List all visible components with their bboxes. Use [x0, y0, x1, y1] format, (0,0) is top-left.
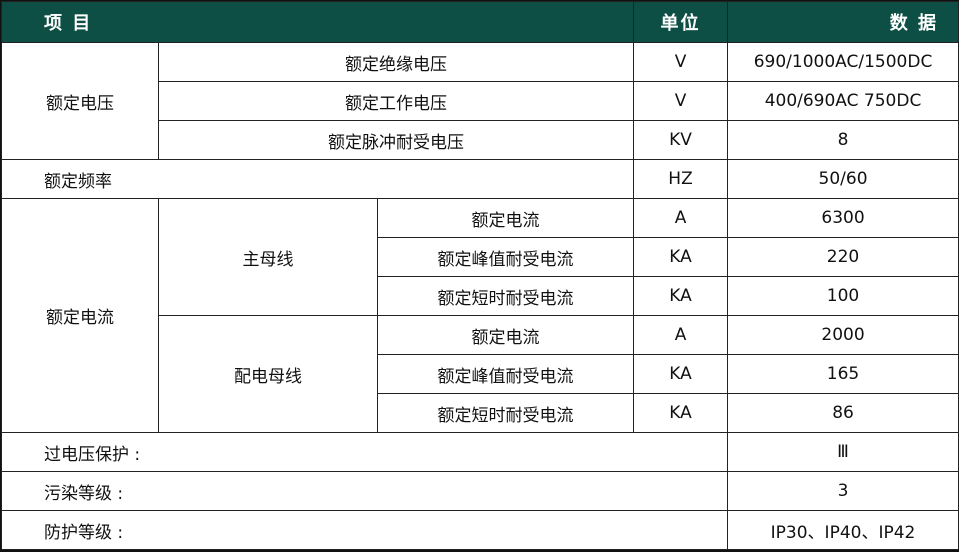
table-row: 额定峰值耐受电流 KA 220 — [2, 237, 959, 277]
misc-value: 3 — [727, 471, 959, 511]
header-data: 数 据 — [727, 1, 959, 43]
param-unit: A — [633, 198, 729, 238]
table-row: 额定短时耐受电流 KA 100 — [2, 276, 959, 316]
group-name: 配电母线 — [158, 315, 378, 433]
table-row: 额定峰值耐受电流 KA 165 — [2, 354, 959, 394]
frequency-label: 额定频率 — [0, 159, 635, 199]
param-unit: KA — [633, 276, 729, 316]
misc-label: 污染等级 : — [0, 471, 729, 511]
misc-value: IP30、IP40、IP42 — [727, 510, 959, 550]
table-row: 额定电压 额定绝缘电压 V 690/1000AC/1500DC — [1, 42, 959, 160]
table-row: 额定电流 主母线 额定电流 A 6300 — [1, 198, 959, 433]
header-row: 项 目 单位 数 据 — [0, 1, 959, 43]
voltage-label: 额定电压 — [1, 42, 159, 160]
param-name: 额定电流 — [376, 315, 635, 355]
param-value: 690/1000AC/1500DC — [727, 42, 959, 82]
param-value: 8 — [727, 120, 959, 160]
param-unit: V — [633, 42, 729, 82]
table-row: 配电母线 额定电流 A 2000 — [2, 315, 959, 433]
param-unit: KA — [633, 237, 729, 277]
header-item: 项 目 — [0, 1, 635, 43]
misc-label: 过电压保护 : — [0, 432, 729, 472]
param-value: 2000 — [727, 315, 959, 355]
param-value: 400/690AC 750DC — [727, 81, 959, 121]
param-value: 86 — [727, 393, 959, 433]
param-name: 额定短时耐受电流 — [376, 393, 635, 433]
table-row: 过电压保护 : Ⅲ — [0, 432, 959, 472]
param-value: 220 — [727, 237, 959, 277]
table-row: 额定短时耐受电流 KA 86 — [2, 393, 959, 433]
param-name: 额定绝缘电压 — [157, 42, 635, 82]
misc-value: Ⅲ — [727, 432, 959, 472]
misc-label: 防护等级 : — [0, 510, 729, 550]
header-unit: 单位 — [633, 1, 729, 43]
param-name: 额定工作电压 — [157, 81, 635, 121]
param-unit: KA — [633, 354, 729, 394]
param-unit: KA — [633, 393, 729, 433]
param-name: 额定脉冲耐受电压 — [157, 120, 635, 160]
table-row: 额定频率 HZ 50/60 — [0, 159, 959, 199]
param-unit: A — [633, 315, 729, 355]
current-label: 额定电流 — [1, 198, 159, 433]
param-name: 额定峰值耐受电流 — [376, 237, 635, 277]
group-name: 主母线 — [158, 198, 378, 316]
param-value: 100 — [727, 276, 959, 316]
table-row: 防护等级 : IP30、IP40、IP42 — [0, 510, 959, 550]
param-unit: KV — [633, 120, 729, 160]
param-value: 50/60 — [727, 159, 959, 199]
param-name: 额定短时耐受电流 — [376, 276, 635, 316]
table-row: 额定工作电压 V 400/690AC 750DC — [2, 81, 959, 121]
param-name: 额定峰值耐受电流 — [376, 354, 635, 394]
param-value: 165 — [727, 354, 959, 394]
table-row: 污染等级 : 3 — [0, 471, 959, 511]
param-name: 额定电流 — [376, 198, 635, 238]
param-unit: HZ — [633, 159, 729, 199]
param-value: 6300 — [727, 198, 959, 238]
param-unit: V — [633, 81, 729, 121]
